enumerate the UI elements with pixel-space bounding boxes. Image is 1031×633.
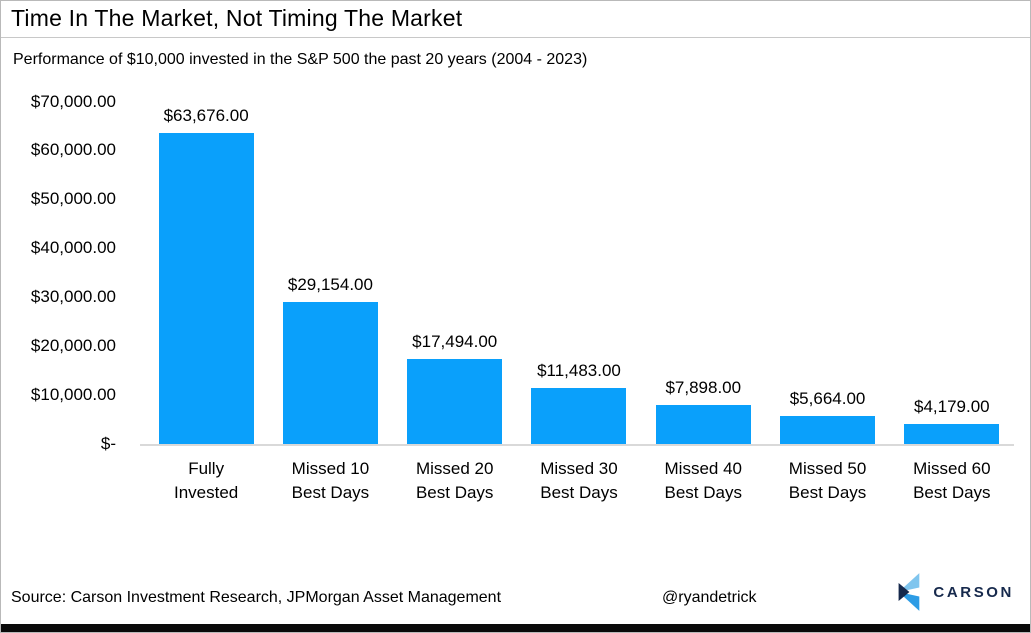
y-axis-tick-label: $- <box>100 433 116 453</box>
bar-slot: $11,483.00 <box>517 102 641 444</box>
bar <box>282 302 378 444</box>
carson-chevron-icon <box>898 573 920 611</box>
chart-subtitle: Performance of $10,000 invested in the S… <box>13 51 588 68</box>
bar <box>158 133 254 444</box>
bottom-accent-bar <box>1 624 1030 632</box>
bar <box>531 388 627 444</box>
bar-slot: $5,664.00 <box>765 102 889 444</box>
x-axis-category-label: Missed 30 Best Days <box>540 459 618 502</box>
y-axis-tick-label: $30,000.00 <box>30 286 116 306</box>
bar <box>407 359 503 444</box>
x-axis-category-label: Missed 60 Best Days <box>913 459 991 502</box>
bar-slot: $29,154.00 <box>268 102 392 444</box>
y-axis-tick-label: $70,000.00 <box>30 91 116 111</box>
x-axis-category-label: Fully Invested <box>174 459 239 502</box>
bar-slot: $17,494.00 <box>393 102 517 444</box>
bar-slot: $4,179.00 <box>890 102 1014 444</box>
x-axis-labels: Fully Invested Missed 10 Best Days Missed 20… <box>144 457 1014 505</box>
y-axis-tick-label: $40,000.00 <box>30 238 116 258</box>
y-axis-tick-label: $50,000.00 <box>30 189 116 209</box>
carson-logo: CARSON <box>895 571 1014 613</box>
bar-value-label: $4,179.00 <box>914 397 990 416</box>
carson-wordmark: CARSON <box>933 583 1014 601</box>
y-axis-tick-label: $10,000.00 <box>30 384 116 404</box>
x-axis-category-label: Missed 50 Best Days <box>788 459 867 502</box>
y-axis-tick-label: $20,000.00 <box>30 335 116 355</box>
source-text: Source: Carson Investment Research, JPMo… <box>11 589 502 606</box>
author-handle: @ryandetrick <box>662 589 757 606</box>
bar-value-label: $29,154.00 <box>287 275 373 294</box>
title-divider <box>1 37 1030 38</box>
bar-value-label: $17,494.00 <box>412 332 498 351</box>
bar-value-label: $7,898.00 <box>665 378 742 397</box>
bar-value-label: $5,664.00 <box>789 389 866 408</box>
y-axis-tick-label: $60,000.00 <box>30 140 116 160</box>
bar <box>655 405 751 444</box>
bar <box>904 424 1000 444</box>
x-axis-category-label: Missed 10 Best Days <box>291 459 370 502</box>
x-axis-line <box>140 444 1014 446</box>
bar-slot: $63,676.00 <box>144 102 268 444</box>
bar-value-label: $63,676.00 <box>163 106 249 125</box>
chart-title: Time In The Market, Not Timing The Marke… <box>11 5 463 31</box>
bar-value-label: $11,483.00 <box>537 361 621 380</box>
x-axis-category-label: Missed 20 Best Days <box>415 459 494 502</box>
bar-slot: $7,898.00 <box>641 102 765 444</box>
plot-area: $63,676.00 $29,154.00 $17,494.00 $11,483.00… <box>144 102 1014 444</box>
x-axis-category-label: Missed 40 Best Days <box>664 459 742 502</box>
bar <box>780 416 876 444</box>
